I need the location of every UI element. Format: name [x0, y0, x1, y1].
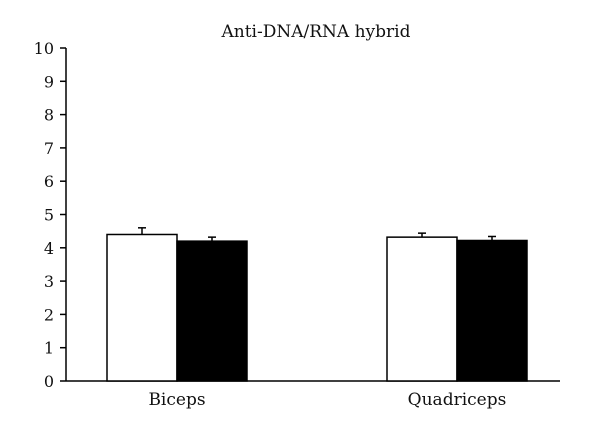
bars-group: [106, 227, 528, 382]
y-tick-label: 4: [44, 239, 54, 258]
bar: [386, 236, 458, 382]
bar: [456, 239, 528, 382]
y-tick-label: 2: [44, 305, 54, 324]
y-tick-label: 5: [44, 206, 54, 225]
y-tick-label: 3: [44, 272, 54, 291]
y-axis-ticks: 0 1 2 3 4 5 6 7 8 9 10: [34, 39, 66, 391]
category-labels: Biceps Quadriceps: [148, 390, 506, 410]
chart-title: Anti-DNA/RNA hybrid: [221, 22, 411, 42]
category-label: Quadriceps: [408, 390, 507, 410]
y-tick-label: 0: [44, 372, 54, 391]
y-tick-label: 9: [44, 72, 54, 91]
bar: [176, 240, 248, 382]
y-tick-label: 7: [44, 139, 54, 158]
y-tick-label: 1: [44, 339, 54, 358]
y-tick-label: 6: [44, 172, 54, 191]
y-tick-label: 10: [34, 39, 54, 58]
bar: [106, 233, 178, 382]
y-tick-label: 8: [44, 106, 54, 125]
category-label: Biceps: [148, 390, 205, 410]
